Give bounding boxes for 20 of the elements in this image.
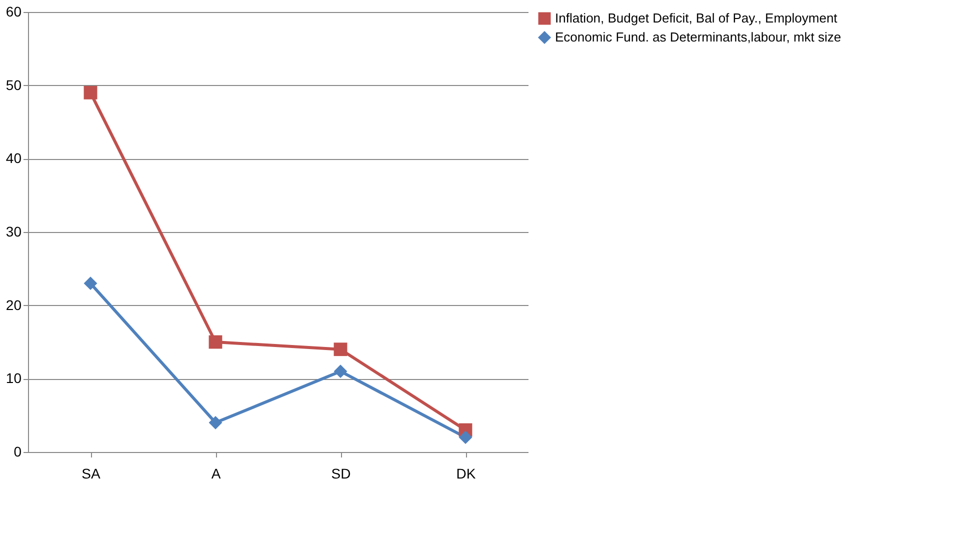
y-tick-label: 30 [6,224,22,240]
point [84,276,98,290]
y-tick-label: 10 [6,370,22,386]
y-tick-label: 60 [6,4,22,20]
y-tick-label: 40 [6,150,22,166]
y-tick-label: 0 [14,444,22,460]
x-tick-label: SA [82,466,101,482]
point [334,364,348,378]
y-tick-label: 20 [6,296,22,313]
point [208,335,222,349]
legend-label: Economic Fund. as Determinants,labour, mkt size [555,30,842,44]
point [208,416,222,430]
point [458,430,472,444]
x-tick-label: A [211,466,222,482]
point [334,342,348,356]
point [84,86,98,100]
x-tick-label: SD [331,466,351,482]
y-tick-label: 50 [6,76,22,93]
legend-label: Inflation, Budget Deficit, Bal of Pay., Employment [555,10,838,26]
x-tick-label: DK [456,466,476,482]
